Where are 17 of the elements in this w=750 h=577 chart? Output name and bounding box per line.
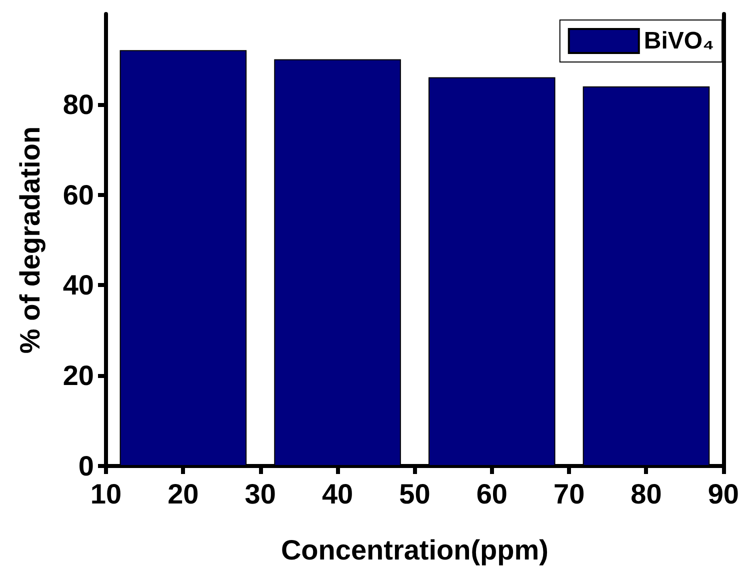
x-tick-label: 10 [90, 478, 122, 510]
y-tick-label: 0 [78, 450, 94, 482]
y-tick-label: 60 [62, 179, 94, 210]
x-tick-label: 50 [399, 478, 430, 510]
x-tick-label: 30 [244, 478, 276, 510]
x-tick-label: 80 [630, 478, 662, 510]
x-tick-label: 40 [322, 478, 354, 510]
y-tick-label: 80 [62, 88, 94, 120]
y-axis-title: % of degradation [14, 126, 46, 354]
legend-label: BiVO₄ [644, 28, 714, 54]
x-tick-label: 20 [168, 478, 199, 510]
x-tick-label: 70 [553, 478, 585, 510]
x-tick-label: 90 [708, 478, 740, 510]
y-tick-label: 40 [62, 270, 94, 301]
x-axis-title: Concentration(ppm) [280, 534, 548, 566]
x-tick-label: 60 [476, 478, 508, 510]
y-tick-label: 20 [62, 360, 94, 392]
